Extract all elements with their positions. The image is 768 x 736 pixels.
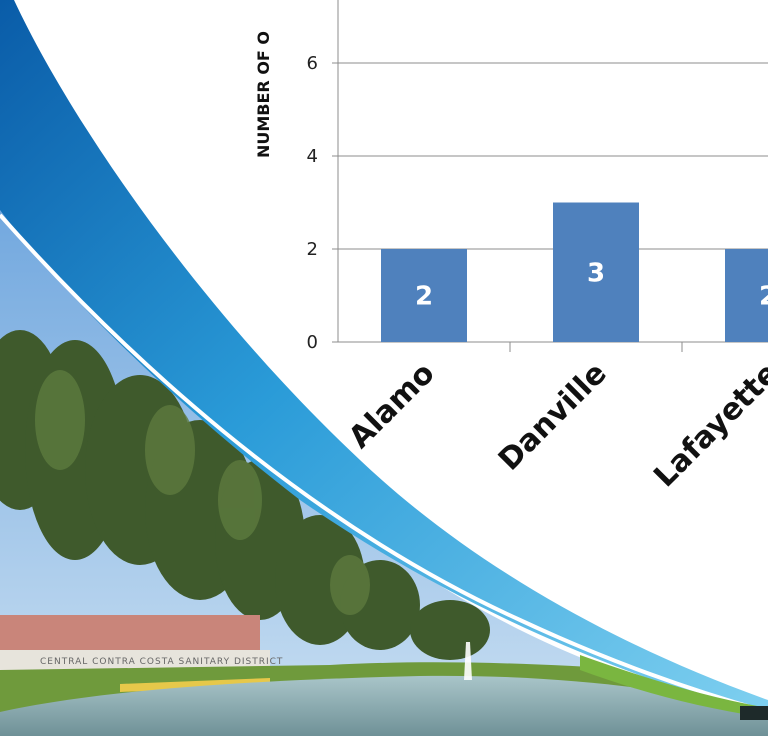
dark-edge: [740, 706, 768, 720]
category-label: Alamo: [342, 356, 441, 455]
y-ticks: 0 2 4 6: [307, 53, 338, 353]
bars: [381, 202, 768, 342]
category-label: Danville: [492, 356, 614, 478]
fountain: [464, 642, 472, 680]
green-accent: [580, 655, 768, 718]
y-tick-label: 4: [307, 146, 318, 167]
bar-danville: [553, 202, 639, 342]
x-ticks: [509, 342, 683, 352]
sign-wall: [0, 650, 270, 670]
flower-bed: [0, 615, 260, 653]
swoosh-band: [0, 0, 768, 716]
bar-lafayette: [725, 249, 768, 342]
data-label: 2: [759, 282, 768, 312]
y-tick-label: 0: [307, 332, 318, 353]
category-label: Lafayette: [647, 356, 768, 494]
sign-text: CENTRAL CONTRA COSTA SANITARY DISTRICT: [40, 657, 283, 667]
y-axis-label: NUMBER OF O: [254, 31, 273, 158]
flower-strip: [120, 678, 270, 692]
swoosh-edge: [0, 213, 768, 714]
pond: [0, 675, 768, 736]
white-panel: [0, 0, 768, 720]
data-label: 2: [415, 282, 433, 312]
bar-alamo: [381, 249, 467, 342]
sky-area: [0, 190, 768, 736]
y-tick-label: 2: [307, 239, 318, 260]
y-tick-label: 6: [307, 53, 318, 74]
data-label: 3: [587, 258, 605, 288]
data-labels: 2 3 2: [415, 258, 768, 311]
category-labels: Alamo Danville Lafayette: [342, 356, 768, 494]
tree-highlights: [35, 370, 370, 615]
